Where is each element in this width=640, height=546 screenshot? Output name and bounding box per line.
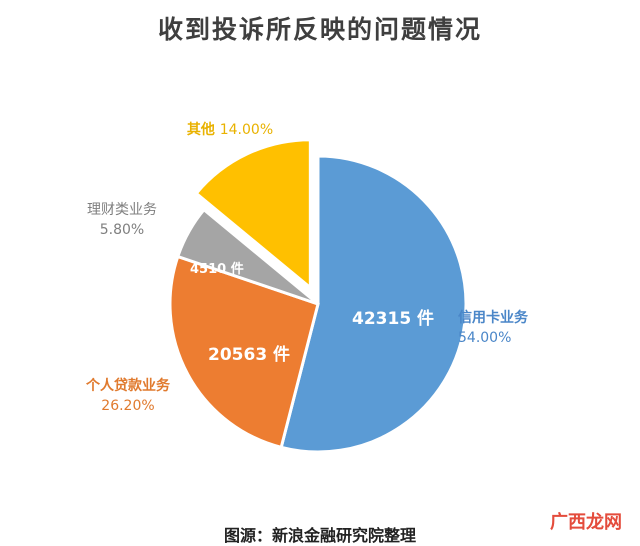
slice-percent-wealth-management: 5.80% <box>99 222 145 238</box>
pie-slice-credit-card <box>279 154 468 454</box>
slice-percent-personal-loan: 26.20% <box>101 398 155 414</box>
slice-count-credit-card: 42315 件 <box>352 309 435 329</box>
pie-slice-wealth-management <box>175 207 319 306</box>
pie-slice-personal-loan <box>168 254 320 450</box>
slice-label-other: 其他 14.00% <box>160 120 300 140</box>
slice-name-other: 其他 <box>186 122 215 138</box>
watermark: 广西龙网 <box>550 512 622 533</box>
slice-name-personal-loan: 个人贷款业务 <box>86 378 170 394</box>
slice-count-wealth-management: 4510 件 <box>190 262 244 277</box>
slice-name-wealth-management: 理财类业务 <box>87 202 157 218</box>
slice-percent-other: 14.00% <box>219 122 274 138</box>
slice-label-wealth-management: 理财类业务 5.80% <box>62 200 182 240</box>
chart-title: 收到投诉所反映的问题情况 <box>157 15 482 44</box>
pie-slice-other <box>194 138 312 291</box>
slice-label-personal-loan: 个人贷款业务 26.20% <box>58 376 198 416</box>
slice-count-personal-loan: 20563 件 <box>208 345 291 365</box>
source-caption: 图源：新浪金融研究院整理 <box>223 526 416 545</box>
slice-label-credit-card: 信用卡业务 54.00% <box>458 308 578 348</box>
slice-name-credit-card: 信用卡业务 <box>458 310 528 326</box>
slice-percent-credit-card: 54.00% <box>458 330 512 346</box>
